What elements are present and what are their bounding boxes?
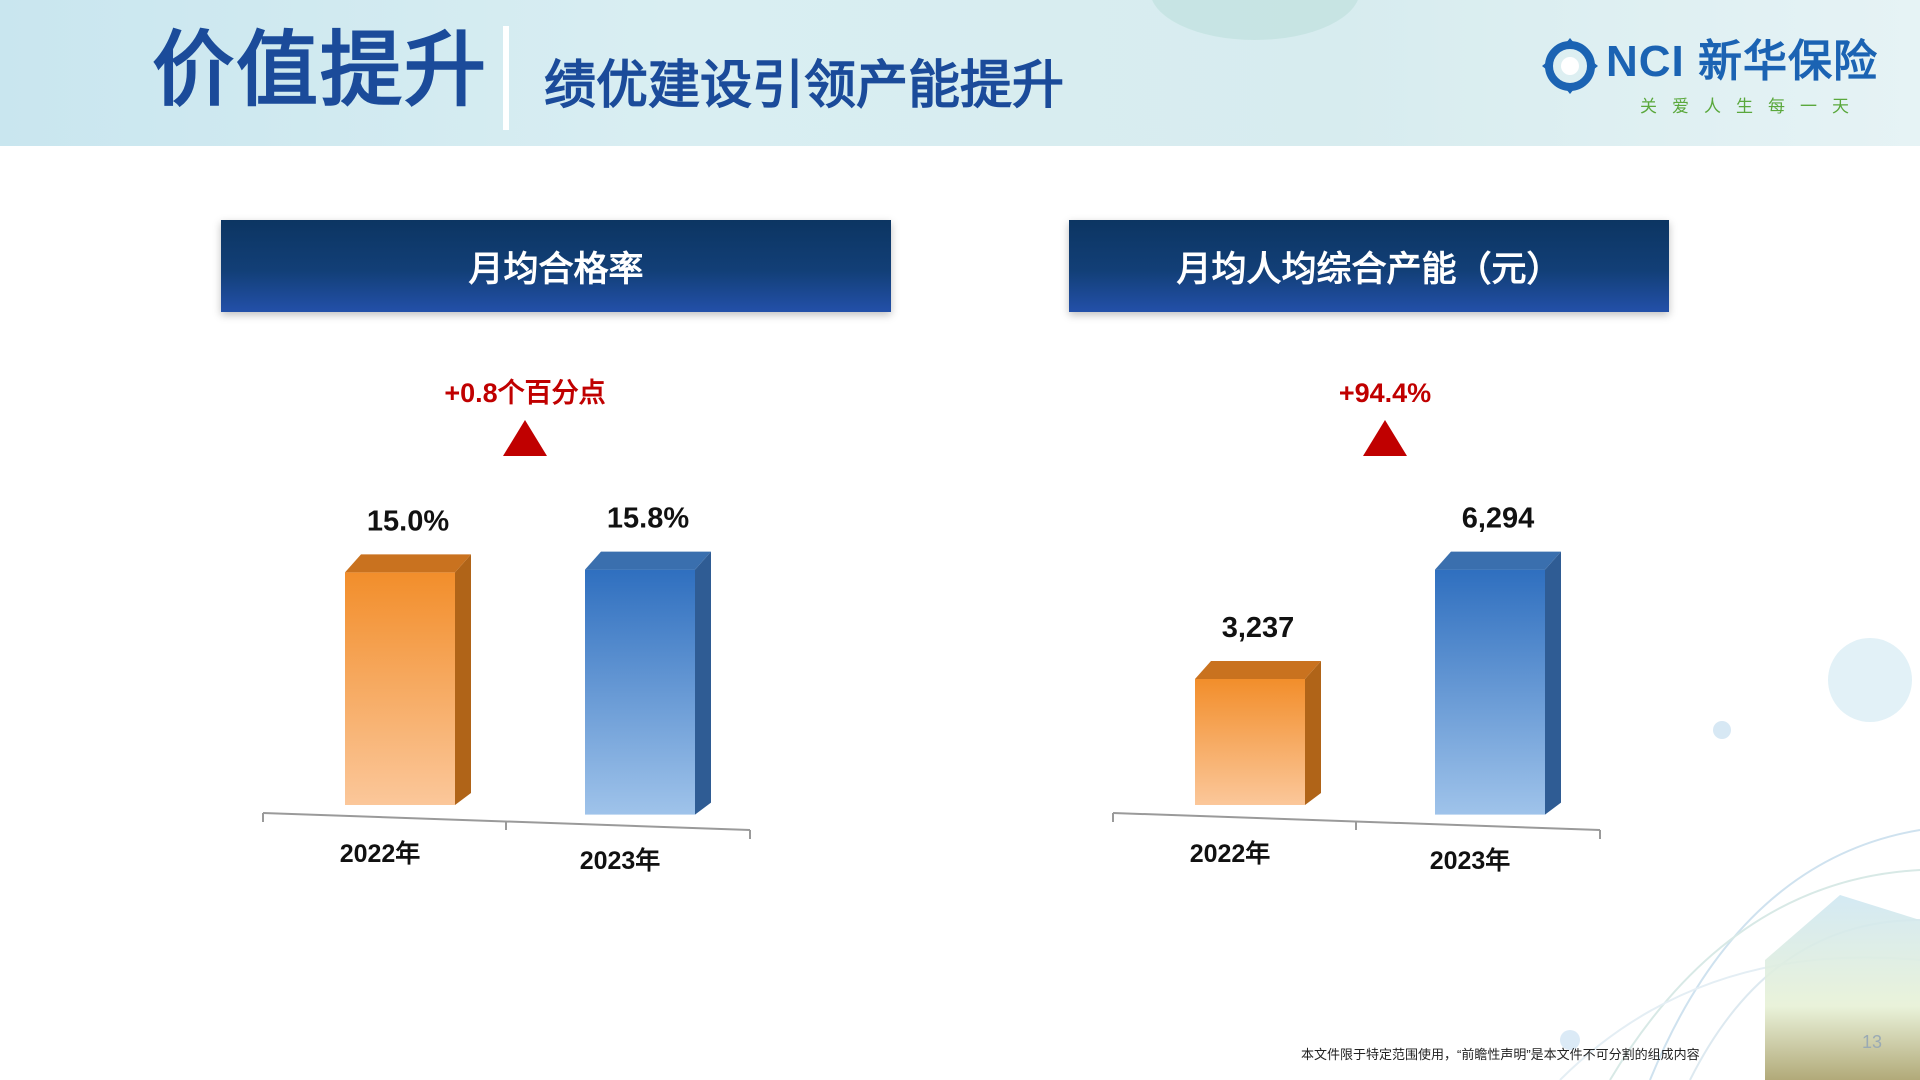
bar-front <box>585 569 695 815</box>
bar-side <box>455 554 471 805</box>
nci-logo-icon <box>1542 38 1598 94</box>
bar-top <box>585 551 711 570</box>
chart-pass-rate: +0.8个百分点 15.0% 2022年 15.8% 2023年 <box>262 378 751 875</box>
chart-productivity: +94.4% 3,237 2022年 6,294 2023年 <box>1112 378 1601 875</box>
panel-title-productivity: 月均人均综合产能（元） <box>1069 220 1669 312</box>
bar-2022年 <box>1195 660 1321 805</box>
change-label: +0.8个百分点 <box>444 378 605 408</box>
bar-2023年 <box>1435 551 1561 815</box>
company-logo: NCI 新华保险 关爱人生每一天 <box>1540 34 1880 124</box>
logo-text: NCI 新华保险 <box>1606 37 1878 86</box>
header-decoration <box>1150 0 1360 40</box>
value-label: 15.0% <box>367 505 449 537</box>
change-label: +94.4% <box>1339 378 1431 408</box>
category-label: 2022年 <box>1190 839 1271 868</box>
value-label: 15.8% <box>607 503 689 535</box>
category-label: 2023年 <box>580 846 661 875</box>
footer-disclaimer: 本文件限于特定范围使用，“前瞻性声明”是本文件不可分割的组成内容 <box>1301 1047 1700 1062</box>
bar-side <box>1545 551 1561 815</box>
value-label: 3,237 <box>1222 612 1295 644</box>
increase-triangle-icon <box>503 420 547 456</box>
bar-front <box>1435 569 1545 815</box>
bar-2023年 <box>585 551 711 815</box>
increase-triangle-icon <box>1363 420 1407 456</box>
title-divider <box>503 26 509 130</box>
bar-top <box>1435 551 1561 570</box>
category-label: 2022年 <box>340 839 421 868</box>
bar-side <box>695 551 711 815</box>
value-label: 6,294 <box>1462 503 1535 535</box>
logo-slogan: 关爱人生每一天 <box>1640 97 1864 116</box>
page-subtitle: 绩优建设引领产能提升 <box>544 57 1065 115</box>
header-banner: 价值提升 绩优建设引领产能提升 NCI 新华保险 关爱人生每一天 <box>0 0 1920 146</box>
panel-title-pass-rate: 月均合格率 <box>221 220 891 312</box>
bar-front <box>1195 678 1305 805</box>
bar-side <box>1305 660 1321 805</box>
bar-front <box>345 572 455 805</box>
category-label: 2023年 <box>1430 846 1511 875</box>
bar-top <box>1195 660 1321 679</box>
bar-top <box>345 554 471 573</box>
page-title: 价值提升 <box>152 25 489 116</box>
page-number: 13 <box>1862 1032 1883 1052</box>
bar-2022年 <box>345 554 471 805</box>
